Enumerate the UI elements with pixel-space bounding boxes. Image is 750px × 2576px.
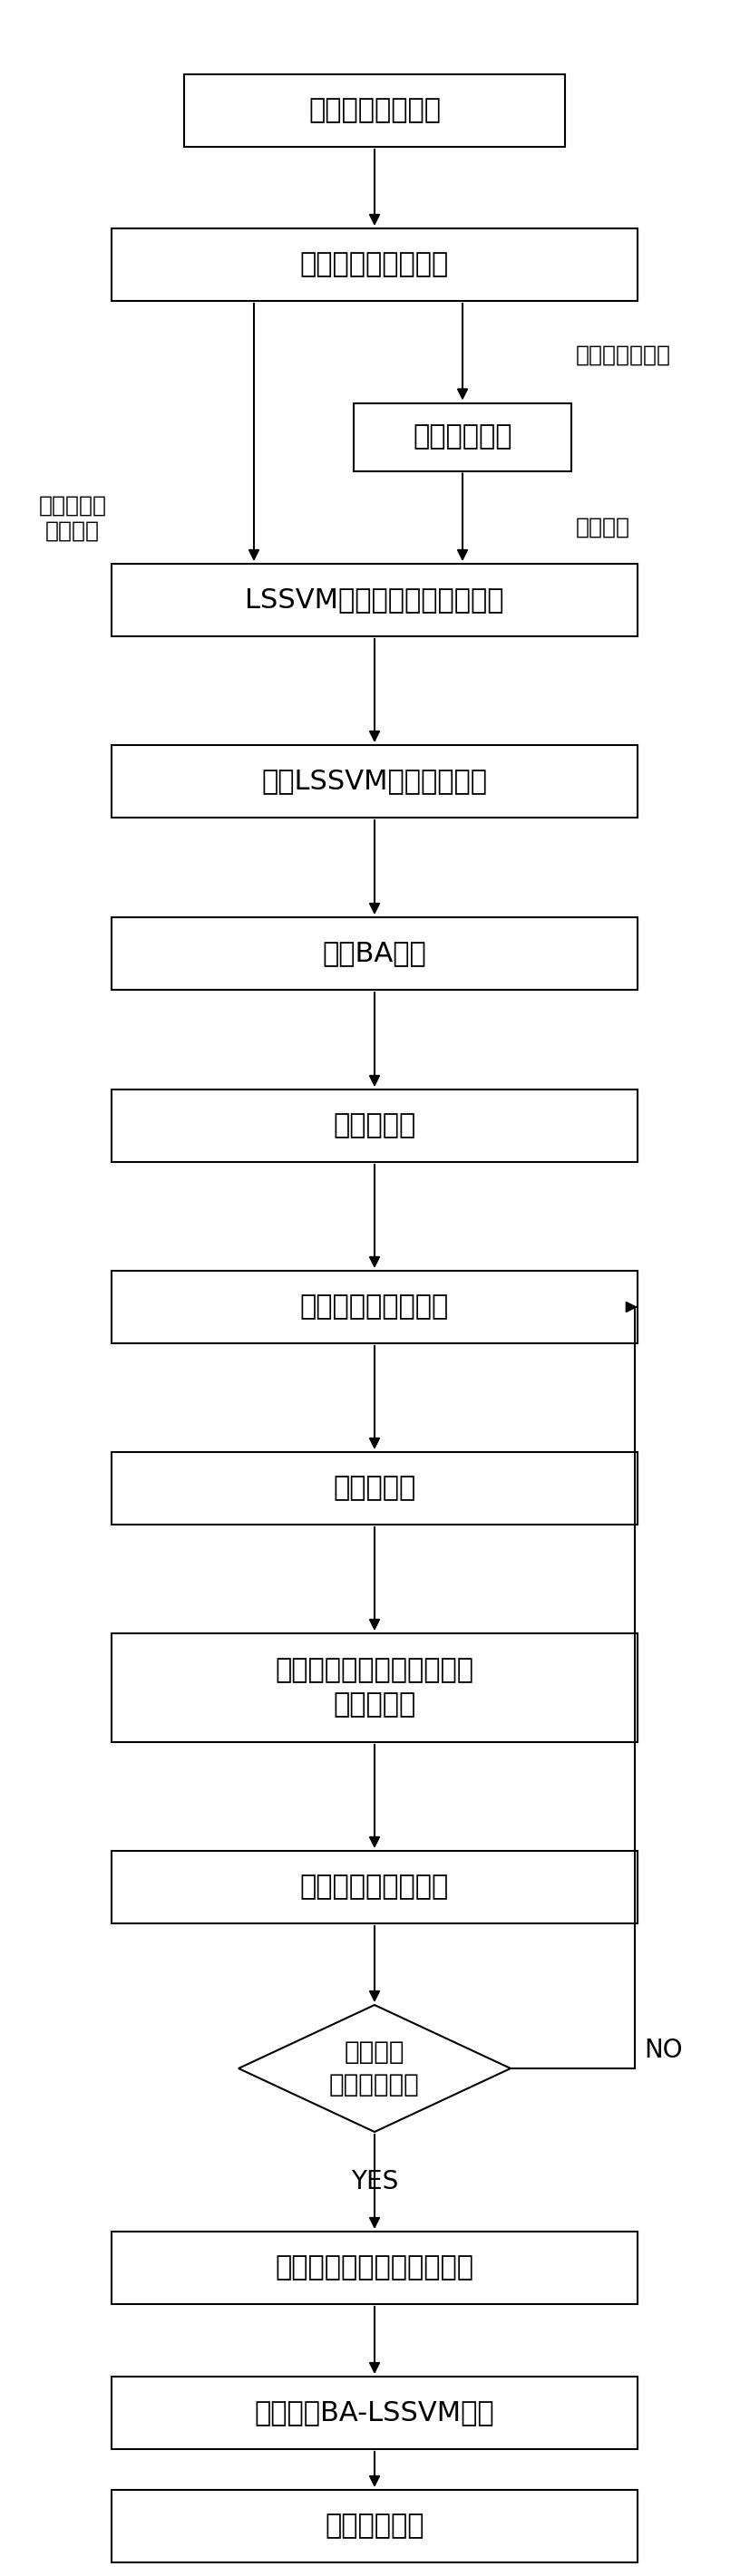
Text: 辅助变量: 辅助变量: [576, 518, 630, 538]
Text: 设置BA参数: 设置BA参数: [322, 940, 427, 966]
Text: 预测输出结果: 预测输出结果: [325, 2514, 424, 2540]
FancyBboxPatch shape: [112, 2491, 638, 2563]
Text: 光合细菌发酵过程: 光合细菌发酵过程: [308, 98, 441, 124]
Text: 一致关联度法: 一致关联度法: [413, 422, 512, 451]
FancyBboxPatch shape: [112, 564, 638, 636]
FancyBboxPatch shape: [112, 1090, 638, 1162]
FancyBboxPatch shape: [184, 75, 565, 147]
Text: 当前最优解: 当前最优解: [333, 1476, 416, 1502]
Text: 更新蝙蝠的搜索脉冲频率、
速度和位置: 更新蝙蝠的搜索脉冲频率、 速度和位置: [275, 1656, 474, 1718]
Polygon shape: [238, 2004, 511, 2133]
FancyBboxPatch shape: [112, 2378, 638, 2450]
FancyBboxPatch shape: [112, 229, 638, 301]
FancyBboxPatch shape: [354, 402, 572, 471]
Text: 发酵过程参量数据库: 发酵过程参量数据库: [300, 252, 449, 278]
FancyBboxPatch shape: [112, 1852, 638, 1924]
Text: 不可直接测
关键参量: 不可直接测 关键参量: [38, 495, 106, 541]
Text: 初始化种群: 初始化种群: [333, 1113, 416, 1139]
Text: YES: YES: [351, 2169, 398, 2195]
Text: 获得最优惩罚参数和核参数: 获得最优惩罚参数和核参数: [275, 2254, 474, 2280]
FancyBboxPatch shape: [112, 917, 638, 989]
Text: 构建LSSVM模型和核函数: 构建LSSVM模型和核函数: [262, 768, 488, 793]
Text: NO: NO: [644, 2038, 683, 2063]
FancyBboxPatch shape: [112, 1270, 638, 1342]
Text: 计算蝙蝠的适应度值: 计算蝙蝠的适应度值: [300, 1293, 449, 1319]
Text: 直接可测变量值: 直接可测变量值: [576, 345, 671, 366]
FancyBboxPatch shape: [112, 2231, 638, 2303]
Text: 建立最优BA-LSSVM模型: 建立最优BA-LSSVM模型: [254, 2401, 494, 2427]
Text: 达到最大
迭代次数吗？: 达到最大 迭代次数吗？: [329, 2040, 420, 2097]
FancyBboxPatch shape: [112, 1633, 638, 1741]
FancyBboxPatch shape: [112, 1453, 638, 1525]
FancyBboxPatch shape: [112, 744, 638, 817]
Text: LSSVM软测量训练样本数据库: LSSVM软测量训练样本数据库: [245, 587, 504, 613]
Text: 更新响度和脉冲频率: 更新响度和脉冲频率: [300, 1873, 449, 1901]
